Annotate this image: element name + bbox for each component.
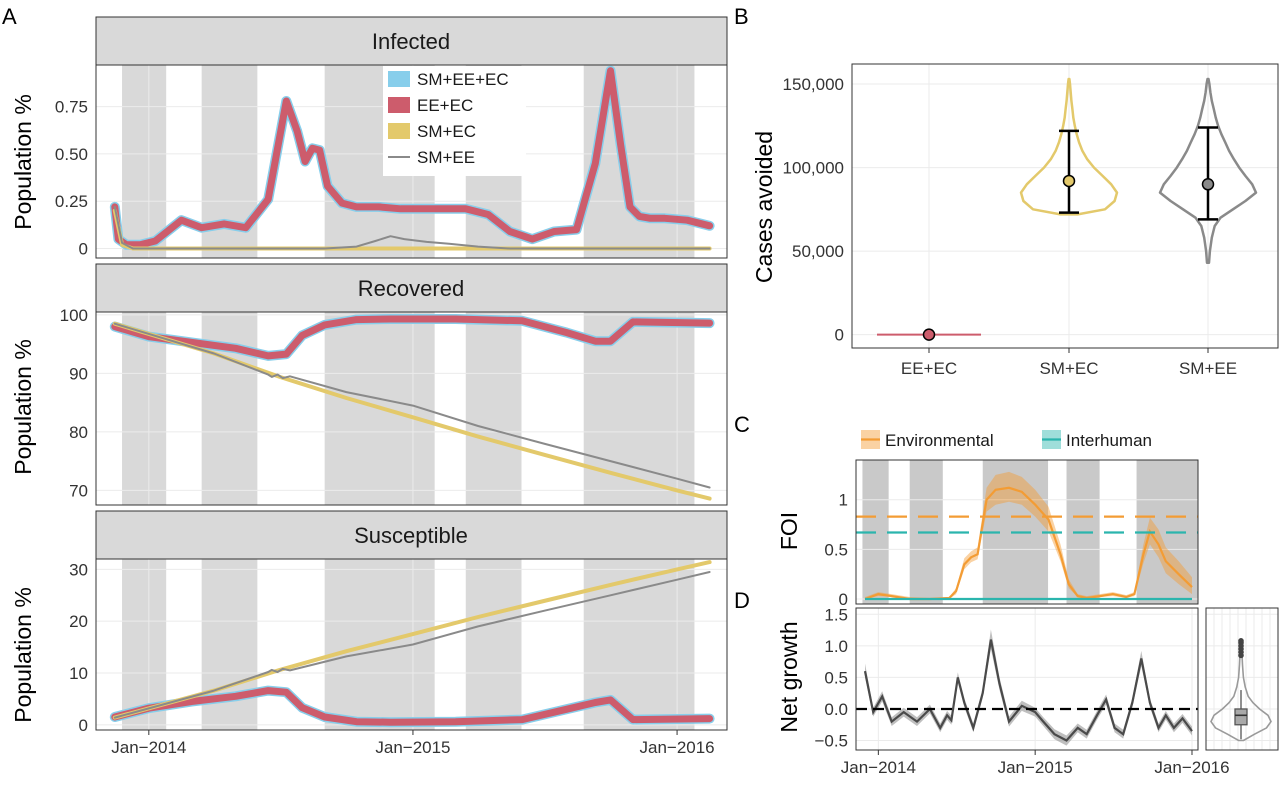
panel-letter-d: D	[734, 588, 750, 613]
x-tick-label: Jan−2014	[841, 758, 916, 777]
x-tick-label: SM+EC	[1039, 359, 1098, 378]
legend-foi: Environmental Interhuman	[861, 430, 1152, 450]
y-tick-label: 1.5	[824, 605, 848, 624]
panel-d-summary	[1205, 607, 1279, 751]
plot-frame	[1205, 607, 1279, 751]
plot-background	[1206, 608, 1278, 750]
y-tick-label: 0.5	[824, 540, 848, 559]
panel-susceptible: 0 10 20 30	[69, 558, 728, 735]
x-tick-label: Jan−2016	[639, 738, 714, 757]
legend-infected: SM+EE+EC EE+EC SM+EC SM+EE	[383, 66, 526, 176]
strip-title-susceptible: Susceptible	[354, 523, 468, 548]
y-tick-label: 30	[69, 560, 88, 579]
boxplot-outlier	[1238, 638, 1244, 644]
series-line-sm-ee	[113, 571, 711, 719]
series-line-sm-ee	[113, 205, 711, 250]
boxplot-box	[1234, 708, 1248, 726]
strip-title-infected: Infected	[372, 29, 450, 54]
season-band	[465, 559, 522, 730]
legend-key	[388, 123, 410, 139]
strip-title-recovered: Recovered	[358, 276, 464, 301]
y-tick-label: 0.50	[55, 145, 88, 164]
x-tick-label: SM+EE	[1179, 359, 1237, 378]
legend-label: EE+EC	[417, 96, 473, 115]
y-tick-label: 0	[79, 716, 88, 735]
panel-b: 0 50,000 100,000 150,000 EE+EC SM+EC SM+EE	[783, 63, 1279, 378]
plot-frame	[95, 311, 728, 506]
strip-infected	[95, 16, 728, 66]
series-line-ee-ec	[111, 67, 714, 249]
plot-frame	[95, 64, 728, 259]
y-tick-label: 10	[69, 664, 88, 683]
plot-frame	[851, 63, 1279, 349]
x-tick-label: Jan−2014	[111, 738, 186, 757]
panel-d: −0.5 0.0 0.5 1.0 1.5 Jan−2014 Jan−2015 Jan−2016	[814, 605, 1229, 777]
plot-frame	[855, 459, 1199, 605]
point-estimate	[922, 328, 936, 341]
legend-label: Environmental	[885, 431, 994, 450]
season-band	[122, 312, 167, 505]
y-tick-label: 150,000	[783, 75, 844, 94]
y-tick-label: 70	[69, 481, 88, 500]
y-tick-label: 1.0	[824, 637, 848, 656]
y-tick-label: 0.75	[55, 98, 88, 117]
legend-key	[388, 97, 410, 113]
legend-label: SM+EE	[417, 148, 475, 167]
point-estimate	[1201, 178, 1215, 191]
plot-frame	[855, 607, 1199, 751]
violin-SM+EC	[1019, 77, 1119, 216]
strip-recovered	[95, 263, 728, 313]
ylabel-net-growth: Net growth	[776, 621, 802, 732]
y-tick-label: 1	[839, 491, 848, 510]
y-tick-label: 100	[60, 306, 88, 325]
y-tick-label: 0.0	[824, 700, 848, 719]
legend-key	[388, 71, 410, 87]
violin-SM+EE	[1158, 77, 1258, 265]
legend-label: Interhuman	[1066, 431, 1152, 450]
series-line-ee-ec	[111, 687, 714, 726]
series-line-sm-ec	[112, 321, 712, 501]
y-tick-label: 80	[69, 423, 88, 442]
strip-susceptible	[95, 510, 728, 560]
ylabel-foi: FOI	[776, 512, 802, 550]
y-tick-label: 0.25	[55, 192, 88, 211]
panel-letter-a: A	[2, 4, 17, 29]
y-tick-label: 0	[839, 590, 848, 609]
y-tick-label: 50,000	[792, 242, 844, 261]
ylabel-susceptible: Population %	[10, 587, 36, 723]
plot-background	[856, 608, 1198, 750]
panel-recovered: 70 80 90 100	[60, 306, 728, 506]
y-tick-label: 0	[835, 326, 844, 345]
ylabel-infected: Population %	[10, 94, 36, 230]
panel-letter-b: B	[734, 4, 749, 29]
series-line-sm-ee	[113, 322, 711, 489]
season-band	[122, 65, 167, 258]
y-tick-label: 0	[79, 240, 88, 259]
season-band	[122, 559, 167, 730]
x-tick-label: Jan−2016	[1154, 758, 1229, 777]
plot-layer: 00.250.500.757080901000102030SM+EE+ECEE+…	[55, 63, 1279, 777]
legend-label: SM+EC	[417, 122, 476, 141]
y-tick-label: 0.5	[824, 668, 848, 687]
y-tick-label: −0.5	[814, 732, 848, 751]
x-tick-label: Jan−2015	[998, 758, 1073, 777]
legend-label: SM+EE+EC	[417, 70, 509, 89]
panel-c: 00.51	[824, 459, 1199, 609]
y-tick-label: 90	[69, 364, 88, 383]
series-line-ee-ec	[111, 315, 714, 360]
season-band	[465, 312, 522, 505]
x-tick-label: Jan−2015	[375, 738, 450, 757]
ylabel-cases-avoided: Cases avoided	[751, 131, 777, 283]
ylabel-recovered: Population %	[10, 339, 36, 475]
y-tick-label: 100,000	[783, 159, 844, 178]
point-estimate	[1062, 174, 1076, 188]
panel-letter-c: C	[734, 412, 750, 437]
x-tick-label: EE+EC	[901, 359, 957, 378]
plot-frame	[95, 558, 728, 731]
y-tick-label: 20	[69, 612, 88, 631]
